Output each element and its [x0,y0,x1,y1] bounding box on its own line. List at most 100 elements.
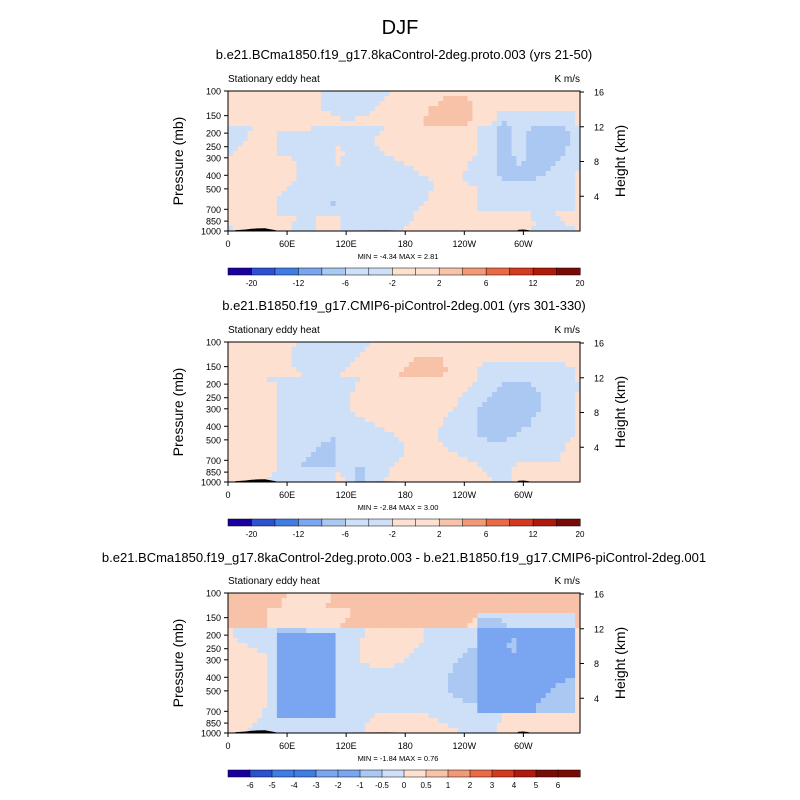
heatmap-cell [316,196,322,202]
heatmap-cell [355,618,361,624]
heatmap-cell [301,347,307,353]
heatmap-cell [384,151,390,157]
heatmap-cell [316,181,322,187]
heatmap-cell [399,402,405,408]
heatmap-cell [462,377,469,383]
heatmap-cell [570,427,576,433]
heatmap-cell [301,618,307,624]
heatmap-cell [492,196,498,202]
heatmap-cell [237,407,244,413]
heatmap-cell [360,121,366,127]
heatmap-cell [570,201,576,207]
heatmap-cell [340,347,346,353]
heatmap-cell [540,452,547,458]
heatmap-cell [301,633,307,639]
heatmap-cell [281,126,288,132]
heatmap-cell [477,126,483,132]
heatmap-cell [364,412,371,418]
heatmap-cell [516,477,522,483]
heatmap-cell [316,472,322,478]
heatmap-cell [575,121,581,127]
heatmap-cell [443,171,449,177]
heatmap-cell [281,106,288,112]
heatmap-cell [350,703,356,709]
heatmap-cell [262,598,268,604]
heatmap-cell [252,417,258,423]
heatmap-cell [384,467,390,473]
heatmap-cell [521,377,527,383]
colorbar-swatch [462,518,487,527]
heatmap-cell [350,367,356,373]
heatmap-cell [384,91,390,97]
heatmap-cell [355,377,361,383]
heatmap-cell [232,608,239,614]
heatmap-cell [281,643,288,649]
heatmap-cell [482,397,488,403]
heatmap-cell [399,472,405,478]
heatmap-cell [325,427,332,433]
heatmap-cell [228,226,234,232]
heatmap-cell [540,427,547,433]
heatmap-cell [457,101,464,107]
heatmap-cell [325,633,332,639]
heatmap-cell [369,171,376,177]
heatmap-cell [477,427,483,433]
heatmap-cell [467,347,474,353]
heatmap-cell [428,216,434,222]
heatmap-cell [399,126,405,132]
heatmap-cell [272,472,278,478]
heatmap-cell [276,472,283,478]
heatmap-cell [389,136,395,142]
heatmap-cell [501,156,508,162]
heatmap-cell [281,392,288,398]
heatmap-cell [423,377,430,383]
heatmap-cell [413,221,420,227]
heatmap-cell [350,688,356,694]
heatmap-cell [325,201,332,207]
heatmap-cell [452,352,459,358]
heatmap-cell [320,131,327,137]
heatmap-cell [257,698,263,704]
heatmap-cell [550,367,557,373]
heatmap-cell [306,693,312,699]
heatmap-cell [360,618,366,624]
heatmap-cell [364,598,371,604]
heatmap-cell [526,467,532,473]
heatmap-cell [355,412,361,418]
heatmap-cell [433,216,439,222]
heatmap-cell [394,342,400,348]
heatmap-cell [360,126,366,132]
heatmap-cell [448,452,454,458]
heatmap-cell [452,382,459,388]
heatmap-cell [379,221,386,227]
heatmap-cell [286,723,293,729]
min-max-stats: MIN = -4.34 MAX = 2.81 [358,252,439,261]
heatmap-cell [369,161,376,167]
heatmap-cell [575,377,581,383]
heatmap-cell [364,357,371,363]
plot-frame [227,341,581,483]
variable-label: Stationary eddy heat [228,325,320,336]
heatmap-cell [228,96,234,102]
y-tick-label: 850 [206,217,221,227]
heatmap-cell [443,422,449,428]
heatmap-cell [316,723,322,729]
heatmap-cell [355,101,361,107]
heatmap-cell [276,161,283,167]
heatmap-cell [511,437,518,443]
heatmap-cell [311,201,317,207]
heatmap-cell [482,427,488,433]
heatmap-cell [320,663,327,669]
heatmap-cell [545,422,552,428]
heatmap-cell [404,191,410,197]
heatmap-cell [267,593,273,599]
heatmap-cell [345,362,351,368]
heatmap-cell [301,673,307,679]
heatmap-cell [452,106,459,112]
heatmap-cell [448,206,454,212]
heatmap-cell [242,181,249,187]
heatmap-cell [487,156,493,162]
heatmap-cell [320,196,327,202]
heatmap-cell [325,457,332,463]
heatmap-cell [521,367,527,373]
